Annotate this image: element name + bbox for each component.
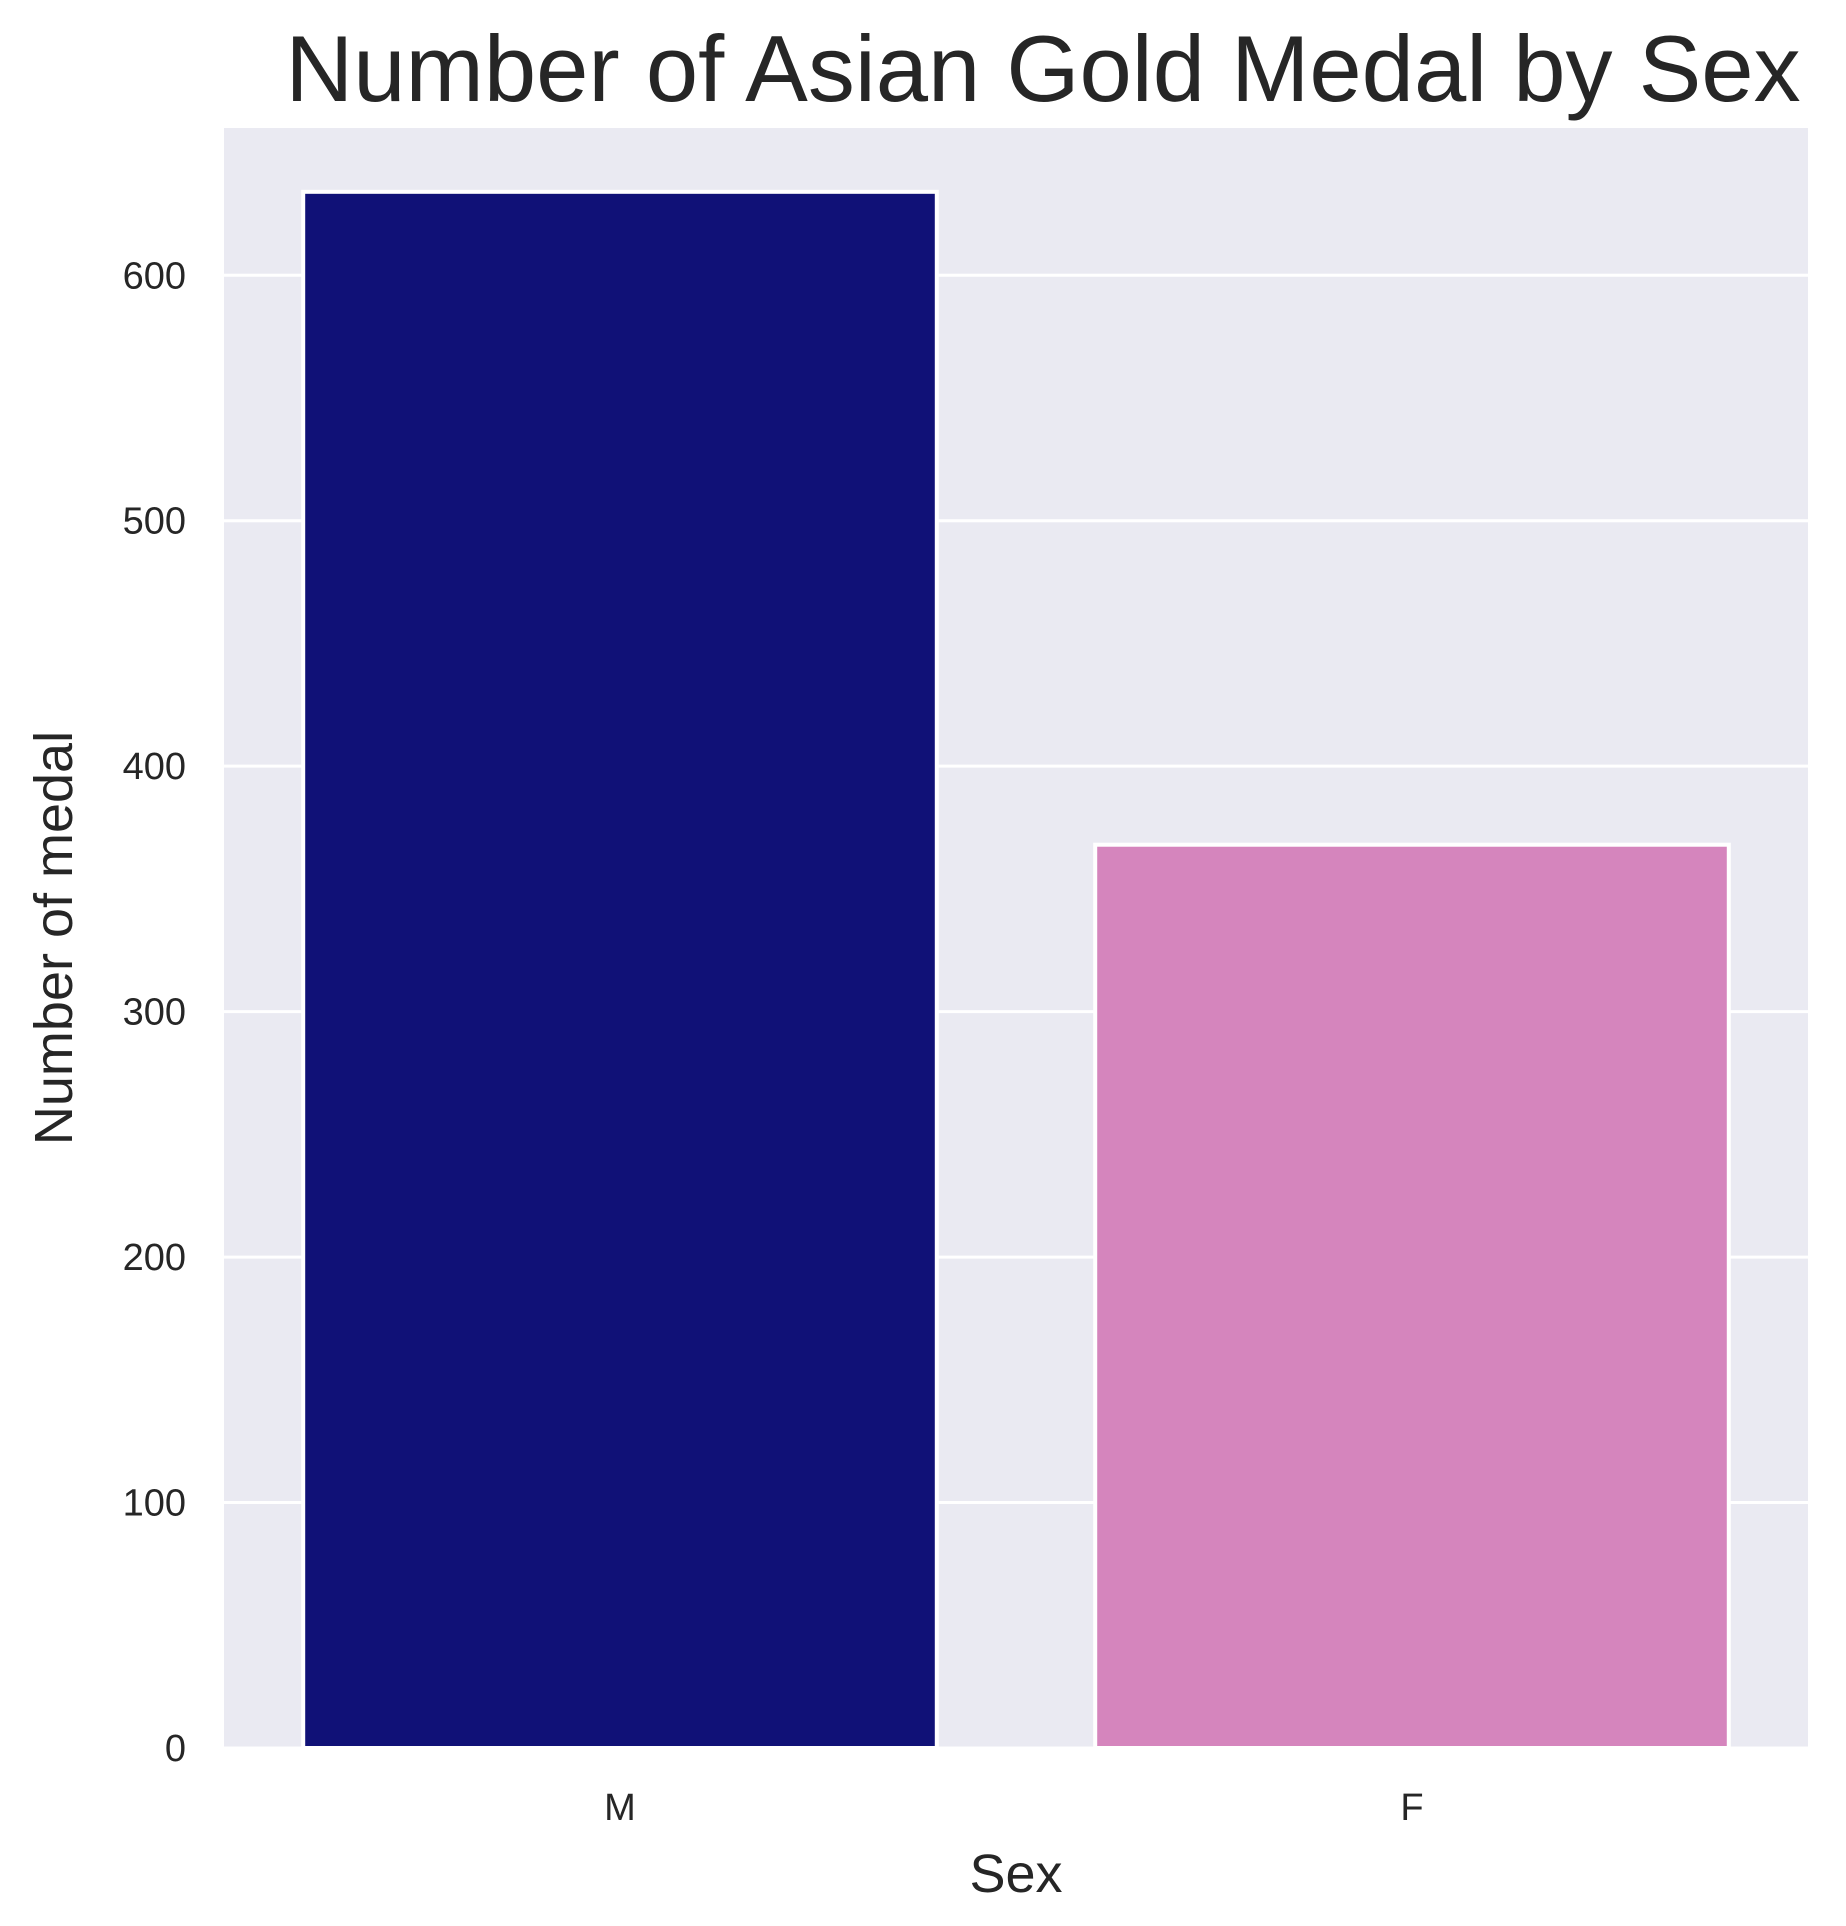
y-axis-label: Number of medal	[24, 731, 84, 1145]
y-tick-label: 600	[123, 255, 186, 297]
bar-f	[1093, 842, 1731, 1750]
x-axis-label: Sex	[969, 1844, 1062, 1904]
x-tick-label: M	[604, 1787, 636, 1829]
y-tick-label: 400	[123, 746, 186, 788]
y-tick-label: 500	[123, 501, 186, 543]
x-tick-label: F	[1400, 1787, 1423, 1829]
bars	[301, 189, 1731, 1750]
chart-title: Number of Asian Gold Medal by Sex	[285, 16, 1800, 121]
y-tick-label: 0	[165, 1728, 186, 1770]
y-tick-label: 300	[123, 992, 186, 1034]
y-axis-ticks: 0 100 200 300 400 500 600	[123, 255, 186, 1770]
y-tick-label: 100	[123, 1483, 186, 1525]
y-tick-label: 200	[123, 1237, 186, 1279]
bar-m	[301, 189, 939, 1750]
